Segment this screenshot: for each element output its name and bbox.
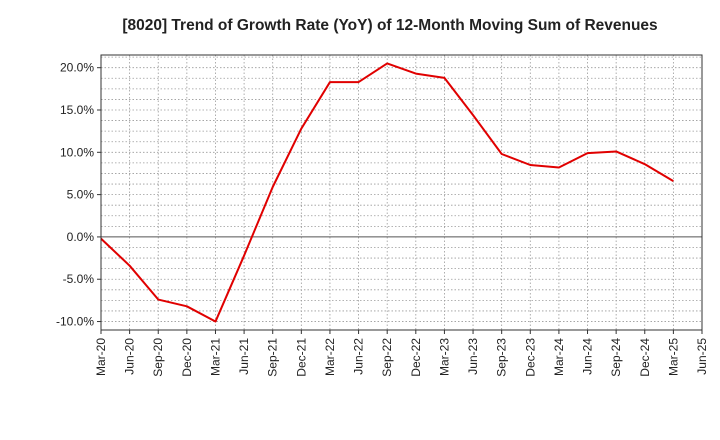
y-tick-label: 15.0% xyxy=(60,103,94,117)
x-tick-label: Dec-21 xyxy=(294,338,308,377)
x-tick-label: Dec-24 xyxy=(638,338,652,377)
x-tick-label: Jun-20 xyxy=(123,338,137,375)
x-tick-label: Jun-21 xyxy=(237,338,251,375)
x-tick-label: Jun-22 xyxy=(352,338,366,375)
x-tick-label: Jun-25 xyxy=(695,338,709,375)
x-tick-label: Dec-23 xyxy=(523,338,537,377)
x-tick-label: Sep-23 xyxy=(495,338,509,377)
x-tick-label: Dec-22 xyxy=(409,338,423,377)
plot-frame xyxy=(100,54,703,331)
y-tick-label: 0.0% xyxy=(67,230,95,244)
x-tick-label: Mar-25 xyxy=(666,338,680,376)
x-tick-label: Dec-20 xyxy=(180,338,194,377)
x-tick-label: Sep-21 xyxy=(266,338,280,377)
x-tick-label: Jun-23 xyxy=(466,338,480,375)
y-tick-label: -5.0% xyxy=(63,272,95,286)
x-tick-label: Mar-23 xyxy=(437,338,451,376)
x-tick-label: Sep-22 xyxy=(380,338,394,377)
x-axis: Mar-20 Jun-20 Sep-20 Dec-20 Mar-21 Jun-21 Sep-… xyxy=(94,330,709,377)
series-line xyxy=(100,62,674,323)
x-tick-label: Sep-24 xyxy=(609,338,623,377)
y-tick-label: 20.0% xyxy=(60,61,94,75)
y-axis: -10.0% -5.0% 0.0% 5.0% 10.0% 15.0% 20.0% xyxy=(56,61,101,329)
x-tick-label: Sep-20 xyxy=(151,338,165,377)
x-tick-label: Jun-24 xyxy=(581,338,595,375)
x-tick-label: Mar-22 xyxy=(323,338,337,376)
grid xyxy=(100,55,703,330)
y-tick-label: 10.0% xyxy=(60,145,94,159)
y-tick-label: -10.0% xyxy=(56,315,94,329)
x-tick-label: Mar-21 xyxy=(208,338,222,376)
series xyxy=(100,62,674,323)
y-tick-label: 5.0% xyxy=(67,188,95,202)
chart-title: [8020] Trend of Growth Rate (YoY) of 12-… xyxy=(122,17,657,34)
x-tick-label: Mar-24 xyxy=(552,338,566,376)
x-tick-label: Mar-20 xyxy=(94,338,108,376)
